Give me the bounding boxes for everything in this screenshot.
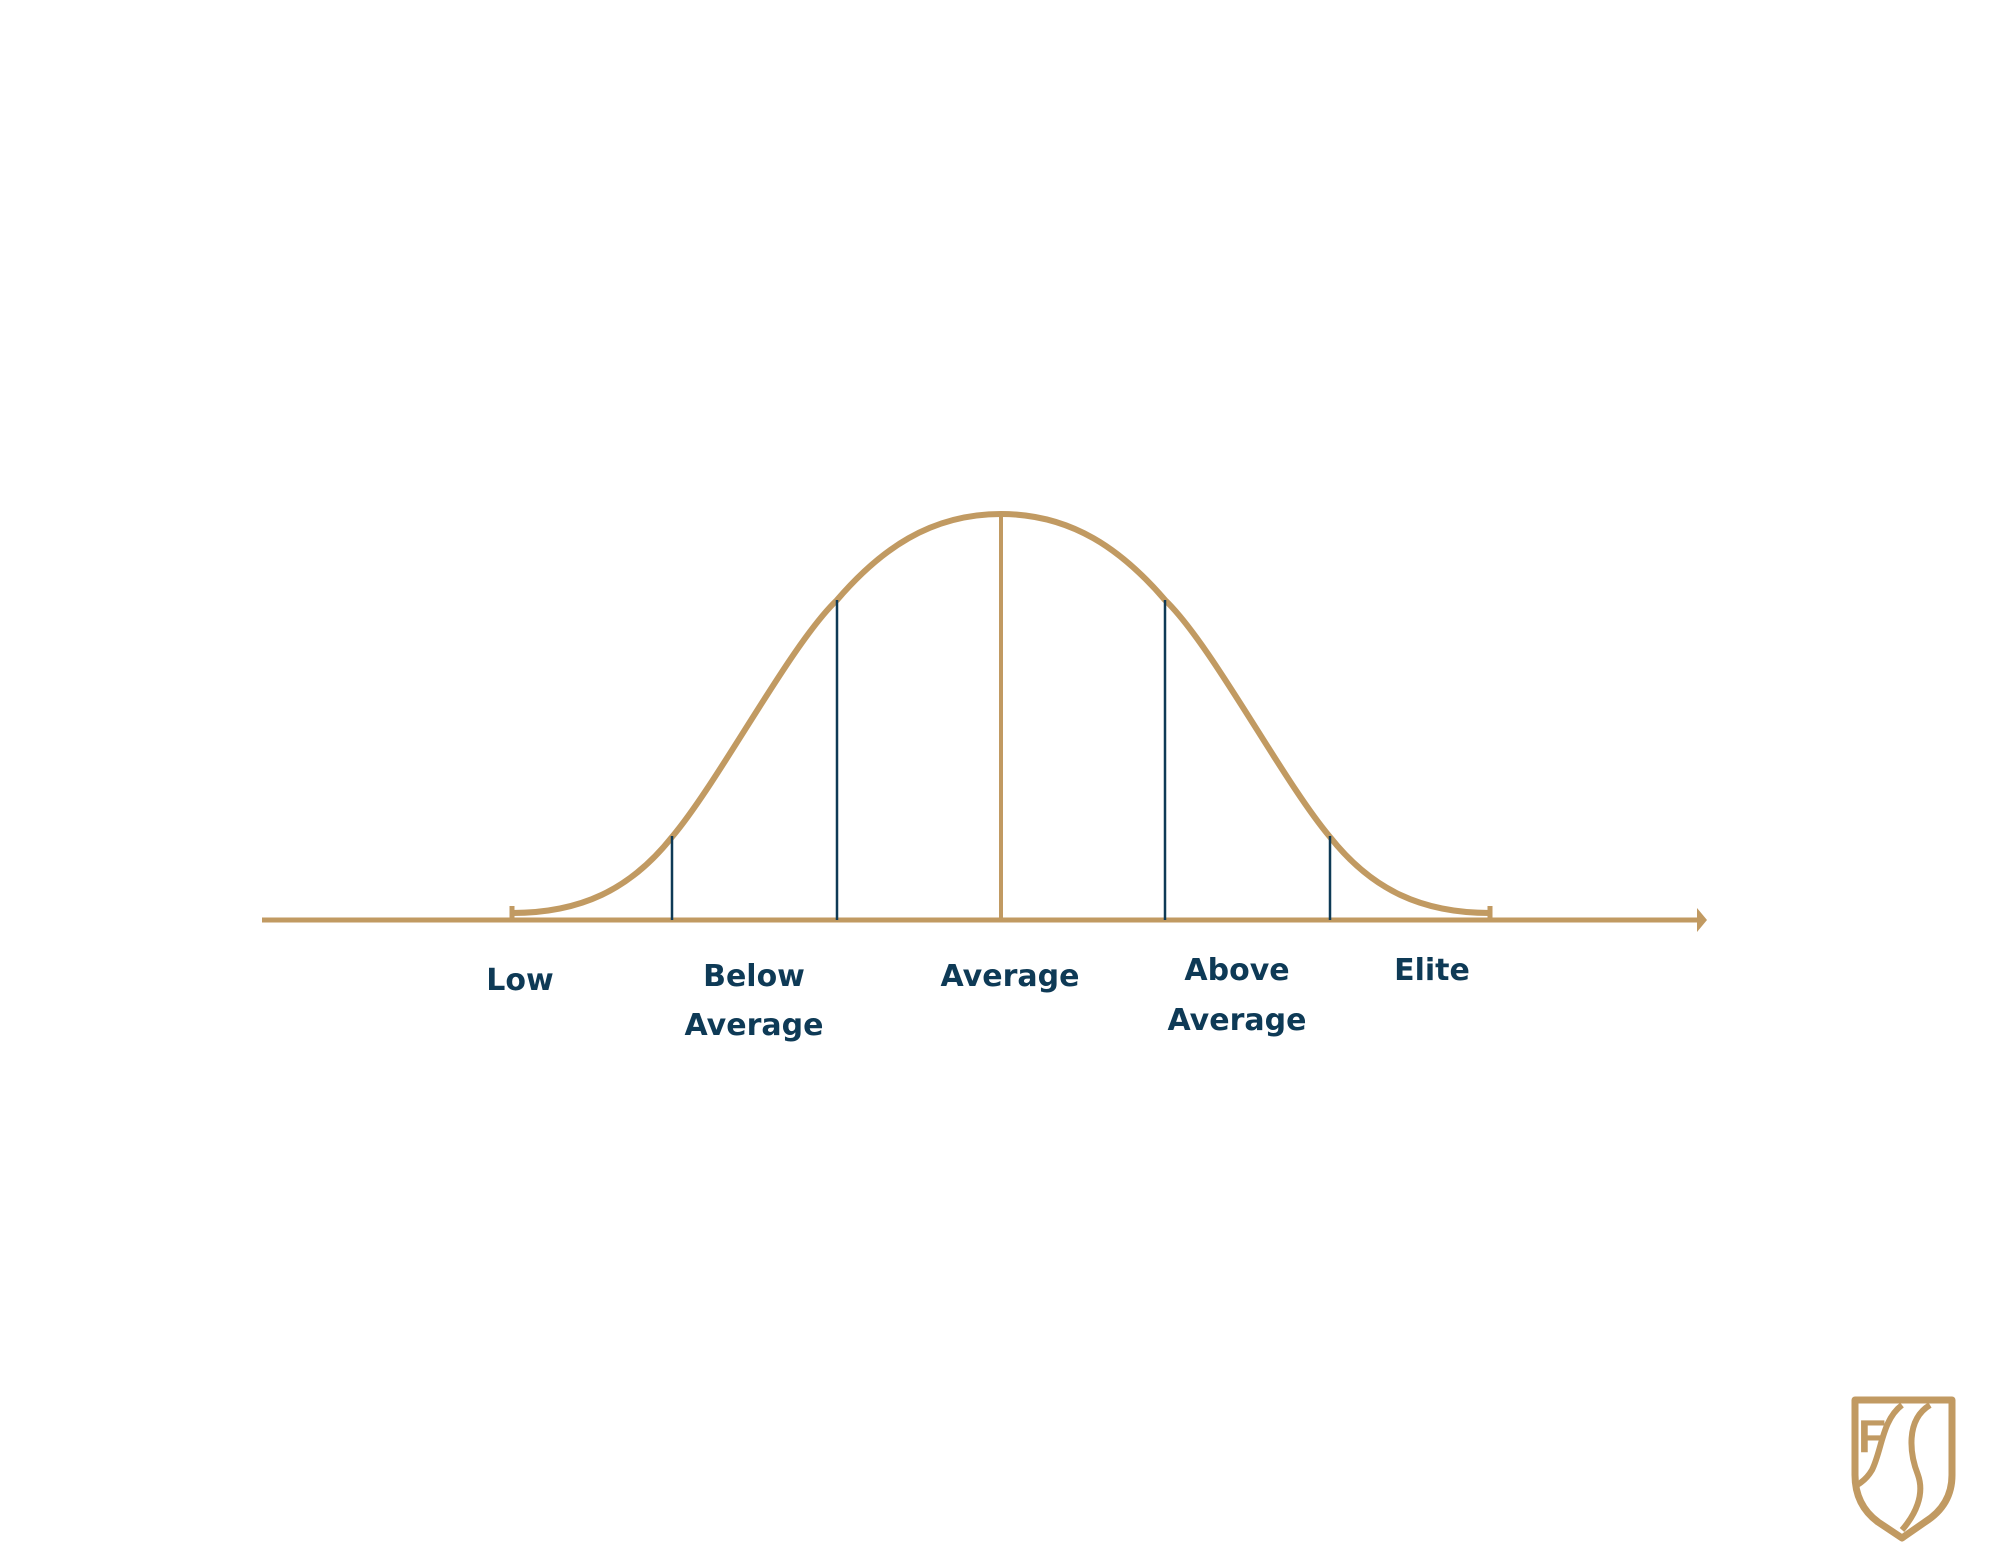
label-below-line1: Below — [703, 959, 805, 994]
label-below-line2: Average — [685, 1008, 824, 1043]
logo-letter: F — [1858, 1410, 1886, 1462]
label-above-line2: Average — [1168, 1003, 1307, 1038]
label-low: Low — [486, 963, 553, 998]
label-average: Average — [941, 959, 1080, 994]
label-elite: Elite — [1394, 953, 1470, 988]
axis-end-cap — [1697, 908, 1707, 932]
bell-curve-line — [511, 510, 1491, 916]
brand-logo-icon: F — [1851, 1396, 1956, 1542]
label-above-line1: Above — [1184, 953, 1289, 988]
